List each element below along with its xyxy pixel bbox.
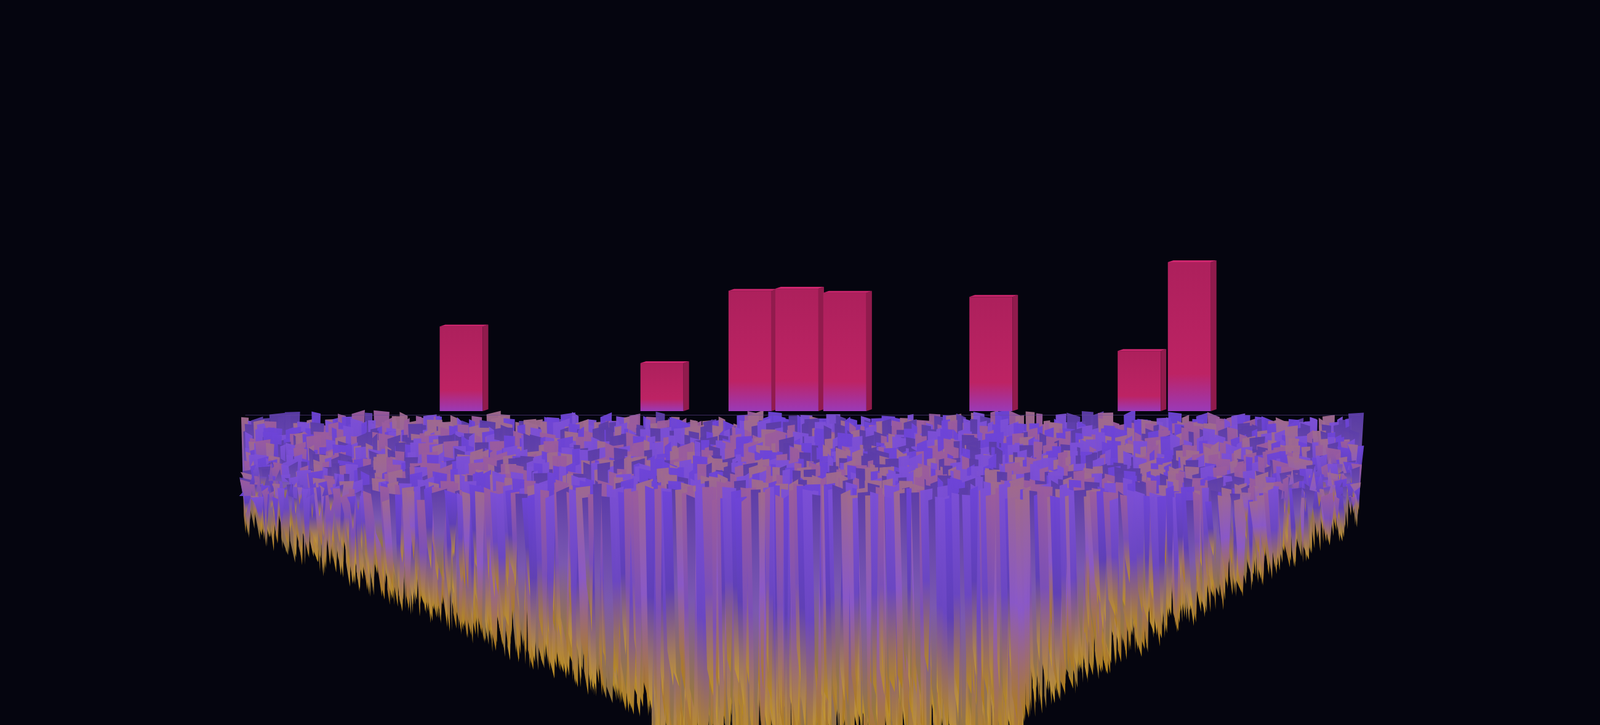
ground-spike <box>260 484 270 547</box>
ground-spike <box>712 499 717 725</box>
ground-spike <box>462 491 471 589</box>
ground-spike <box>352 490 362 511</box>
ground <box>239 409 1365 725</box>
ground-spike <box>1339 481 1348 519</box>
ground-spike <box>293 482 303 506</box>
ground-spike <box>686 494 696 708</box>
ground-spike <box>644 485 656 709</box>
ground-spike <box>758 491 766 691</box>
ground-spike <box>431 488 447 578</box>
ground-spike <box>593 483 602 679</box>
ground-spike <box>322 481 336 511</box>
ground-spike <box>305 486 315 519</box>
ground-spike <box>332 488 342 543</box>
ground-spike <box>556 486 570 641</box>
ground-spike <box>456 492 464 584</box>
ground-spike <box>239 491 252 514</box>
ground-spike <box>764 487 771 673</box>
ground-spike <box>775 494 784 717</box>
plot-area <box>239 260 1365 725</box>
ground-spike <box>250 496 264 526</box>
ground-spike <box>475 491 485 634</box>
ground-spike <box>654 488 663 725</box>
ground-spike <box>318 484 325 520</box>
ground-spike <box>302 488 311 557</box>
ground-spike <box>395 494 402 592</box>
ground-spike <box>812 494 821 682</box>
ground-spike <box>277 488 285 541</box>
ground-spike <box>545 493 556 664</box>
scene <box>0 0 1600 725</box>
ground-spike <box>783 494 789 725</box>
ground-spike <box>347 496 356 530</box>
ground-spike <box>272 496 279 541</box>
ground-spike <box>1334 478 1347 538</box>
ground-spike <box>624 488 632 681</box>
ground-spike <box>444 489 459 559</box>
